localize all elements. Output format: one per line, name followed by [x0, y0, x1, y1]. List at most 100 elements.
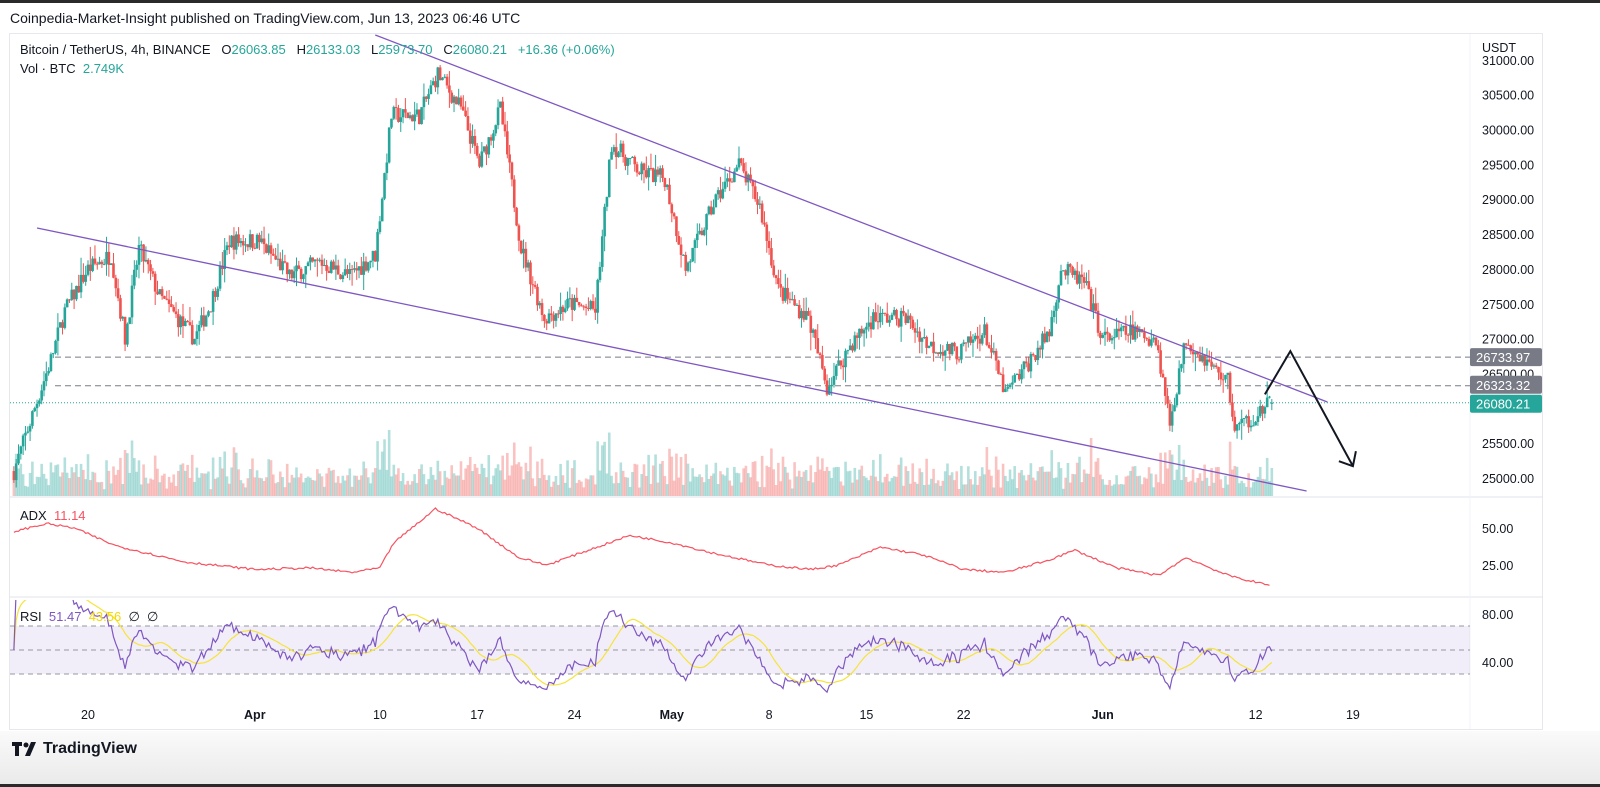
volume-bar — [869, 475, 873, 496]
volume-bar — [1214, 467, 1218, 496]
candle-body — [807, 311, 810, 316]
volume-bar — [1085, 473, 1088, 496]
candle-body — [415, 109, 419, 115]
volume-bar — [1196, 478, 1199, 496]
volume-legend[interactable]: Vol · BTC 2.749K — [20, 61, 124, 76]
candle-body — [1066, 264, 1070, 276]
candle-body — [767, 240, 771, 249]
candle-body — [42, 381, 46, 391]
volume-bar — [651, 465, 655, 496]
candle-body — [760, 203, 764, 223]
candle-body — [911, 319, 915, 329]
volume-bar — [633, 463, 637, 496]
candle-body — [740, 158, 743, 164]
volume-bar — [487, 455, 491, 496]
volume-bar — [779, 481, 782, 496]
volume-bar — [478, 474, 481, 496]
candle-body — [617, 152, 620, 158]
volume-bar — [431, 474, 435, 496]
volume-bar — [1136, 476, 1139, 496]
volume-bar — [146, 483, 150, 496]
trendlines[interactable] — [36, 34, 1357, 492]
rsi-ma-value: 43.56 — [88, 609, 122, 624]
candle-body — [19, 446, 23, 454]
volume-bar — [1038, 467, 1042, 496]
volume-bar — [807, 480, 810, 496]
candle-body — [362, 261, 365, 275]
candle-body — [888, 319, 891, 323]
candle-body — [642, 163, 646, 171]
volume-bar — [325, 473, 328, 496]
volume-bar — [209, 489, 213, 496]
tradingview-logo[interactable]: TradingView — [12, 740, 137, 758]
volume-bar — [462, 479, 465, 496]
volume-bar — [153, 455, 157, 496]
volume-bar — [828, 470, 831, 496]
candle-body — [1075, 270, 1079, 284]
volume-bar — [429, 467, 433, 496]
volume-bar — [533, 486, 537, 496]
price-tag — [1470, 375, 1542, 394]
candle-body — [1078, 274, 1081, 284]
candle-body — [1247, 416, 1250, 428]
candle-body — [570, 298, 574, 310]
volume-bar — [1203, 464, 1206, 496]
volume-bar — [160, 475, 164, 496]
candle-body — [225, 245, 229, 251]
candle-body — [274, 255, 277, 260]
volume-bar — [420, 464, 423, 496]
volume-bar — [918, 468, 921, 496]
volume-bar — [721, 474, 725, 496]
volume-bar — [1106, 484, 1109, 496]
candle-body — [40, 390, 43, 401]
volume-bar — [1256, 476, 1260, 496]
time-axis[interactable]: 20 Apr 10 17 24 May 8 15 22 Jun 12 19 — [81, 708, 1360, 722]
candle-body — [1258, 406, 1262, 417]
volume-bar — [107, 470, 111, 496]
candle-body — [1180, 364, 1183, 369]
volume-bar — [950, 472, 954, 496]
price-tag — [1470, 394, 1542, 413]
volume-bar — [320, 476, 324, 496]
candle-body — [568, 298, 572, 300]
candle-body — [401, 109, 405, 118]
candle-body — [814, 329, 817, 339]
candle-body — [665, 184, 669, 188]
volume-bar — [239, 480, 243, 496]
candle-body — [98, 261, 101, 265]
volume-bar — [675, 453, 678, 496]
candle-body — [1073, 270, 1077, 276]
volume-bar — [1029, 463, 1033, 496]
adx-line — [13, 507, 1270, 586]
candle-body — [624, 156, 627, 166]
candle-body — [800, 310, 803, 319]
candle-body — [529, 262, 532, 285]
adx-legend[interactable]: ADX 11.14 — [20, 508, 86, 523]
currency-label: USDT — [1482, 41, 1516, 55]
candle-body — [524, 248, 528, 268]
rsi-legend[interactable]: RSI 51.47 43.56 ∅ ∅ — [20, 609, 158, 625]
candle-body — [631, 156, 634, 158]
volume-bar — [1163, 452, 1167, 496]
tradingview-logo-icon — [12, 742, 36, 756]
window-bottom-border — [0, 784, 1600, 787]
candle-body — [417, 109, 421, 125]
candle-body — [248, 234, 252, 248]
candle-body — [353, 268, 356, 270]
candle-body — [295, 265, 298, 272]
volume-bar — [269, 460, 273, 496]
volume-bar — [927, 484, 931, 496]
symbol-legend[interactable]: Bitcoin / TetherUS, 4h, BINANCE O26063.8… — [20, 42, 615, 57]
candle-body — [323, 265, 326, 267]
volume-bar — [341, 475, 345, 496]
publication-info: Coinpedia-Market-Insight published on Tr… — [10, 10, 521, 26]
candle-body — [445, 76, 449, 86]
trendline-lower — [36, 227, 1307, 492]
volume-bar — [1263, 479, 1267, 496]
volume-bar — [207, 471, 210, 496]
volume-bar — [21, 474, 25, 496]
volume-bar — [649, 483, 653, 496]
volume-bar — [689, 481, 692, 496]
price-axis[interactable]: USDT 25000.0025500.0026500.0027000.00275… — [1482, 41, 1534, 670]
